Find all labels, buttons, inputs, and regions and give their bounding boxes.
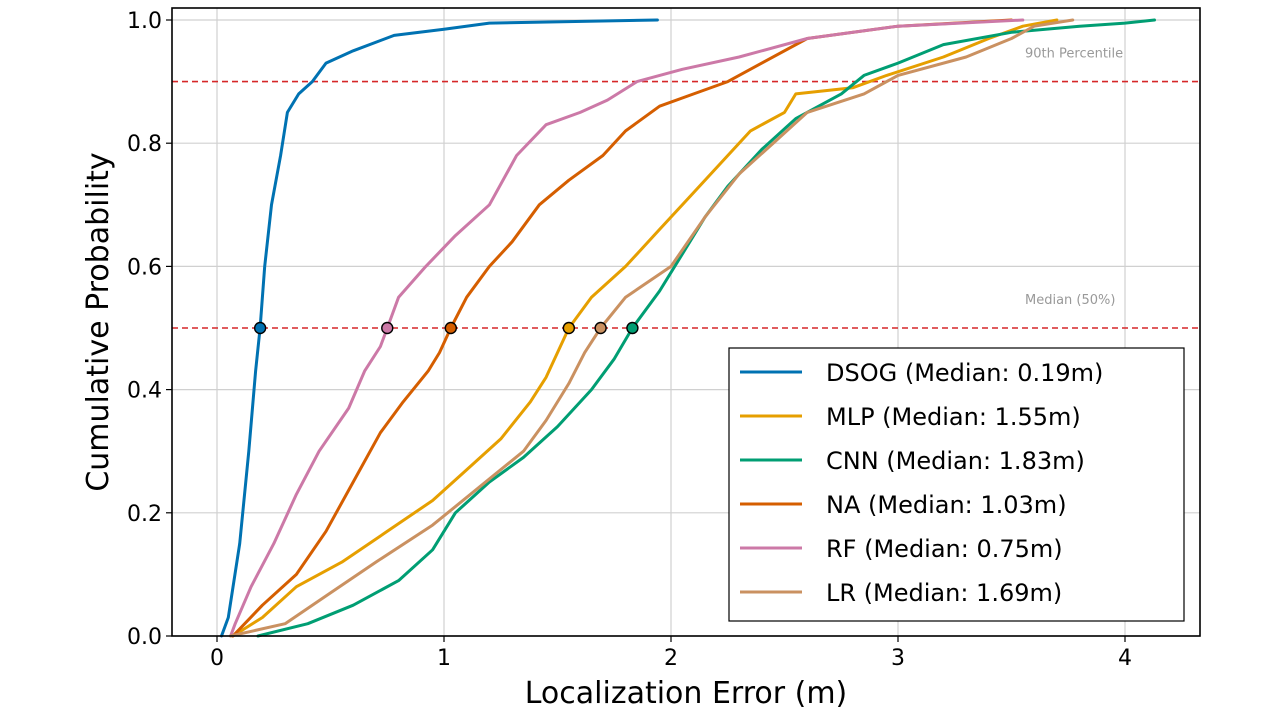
series-line-cnn (256, 18, 1156, 638)
reference-line-label: 90th Percentile (1025, 47, 1123, 62)
series-line-dsog (220, 18, 659, 638)
y-tick-label: 0.0 (127, 625, 162, 650)
y-tick-label: 0.2 (127, 502, 162, 527)
legend-entry-lr: LR (Median: 1.69m) (826, 579, 1062, 607)
legend-entry-dsog: DSOG (Median: 0.19m) (826, 359, 1103, 387)
reference-line-label: Median (50%) (1025, 293, 1115, 308)
median-marker-cnn (626, 321, 639, 335)
x-tick-label: 4 (1118, 646, 1132, 671)
legend-entry-mlp: MLP (Median: 1.55m) (826, 403, 1081, 431)
y-axis-title: Cumulative Probability (81, 152, 116, 491)
x-tick-label: 2 (664, 646, 678, 671)
median-marker-dsog (253, 321, 267, 335)
legend-entry-rf: RF (Median: 0.75m) (826, 535, 1063, 563)
y-tick-label: 0.8 (127, 132, 162, 157)
x-axis-ticks: 0 1 2 3 4 (210, 636, 1132, 671)
y-tick-label: 0.6 (127, 255, 162, 280)
median-markers (253, 321, 639, 335)
x-tick-label: 0 (210, 646, 224, 671)
reference-lines: 90th Percentile Median (50%) (172, 47, 1200, 329)
y-axis-ticks: 0.0 0.2 0.4 0.6 0.8 1.0 (127, 9, 172, 650)
plot-frame (171, 7, 1201, 637)
series-lines (220, 18, 1156, 638)
series-line-mlp (231, 18, 1059, 638)
x-tick-label: 1 (437, 646, 451, 671)
y-tick-label: 1.0 (127, 9, 162, 34)
series-line-na (231, 18, 1013, 638)
median-marker-rf (381, 321, 394, 335)
series-line-lr (229, 18, 1075, 638)
median-marker-mlp (562, 321, 576, 335)
legend-entry-cnn: CNN (Median: 1.83m) (826, 447, 1085, 475)
legend-entry-na: NA (Median: 1.03m) (826, 491, 1067, 519)
median-marker-lr (594, 321, 607, 335)
x-tick-label: 3 (891, 646, 905, 671)
median-marker-na (444, 321, 458, 335)
legend-box (728, 347, 1185, 622)
series-line-rf (229, 18, 1025, 638)
x-axis-title: Localization Error (m) (525, 676, 848, 711)
y-tick-label: 0.4 (127, 379, 162, 404)
legend: DSOG (Median: 0.19m) MLP (Median: 1.55m) C… (728, 347, 1185, 622)
